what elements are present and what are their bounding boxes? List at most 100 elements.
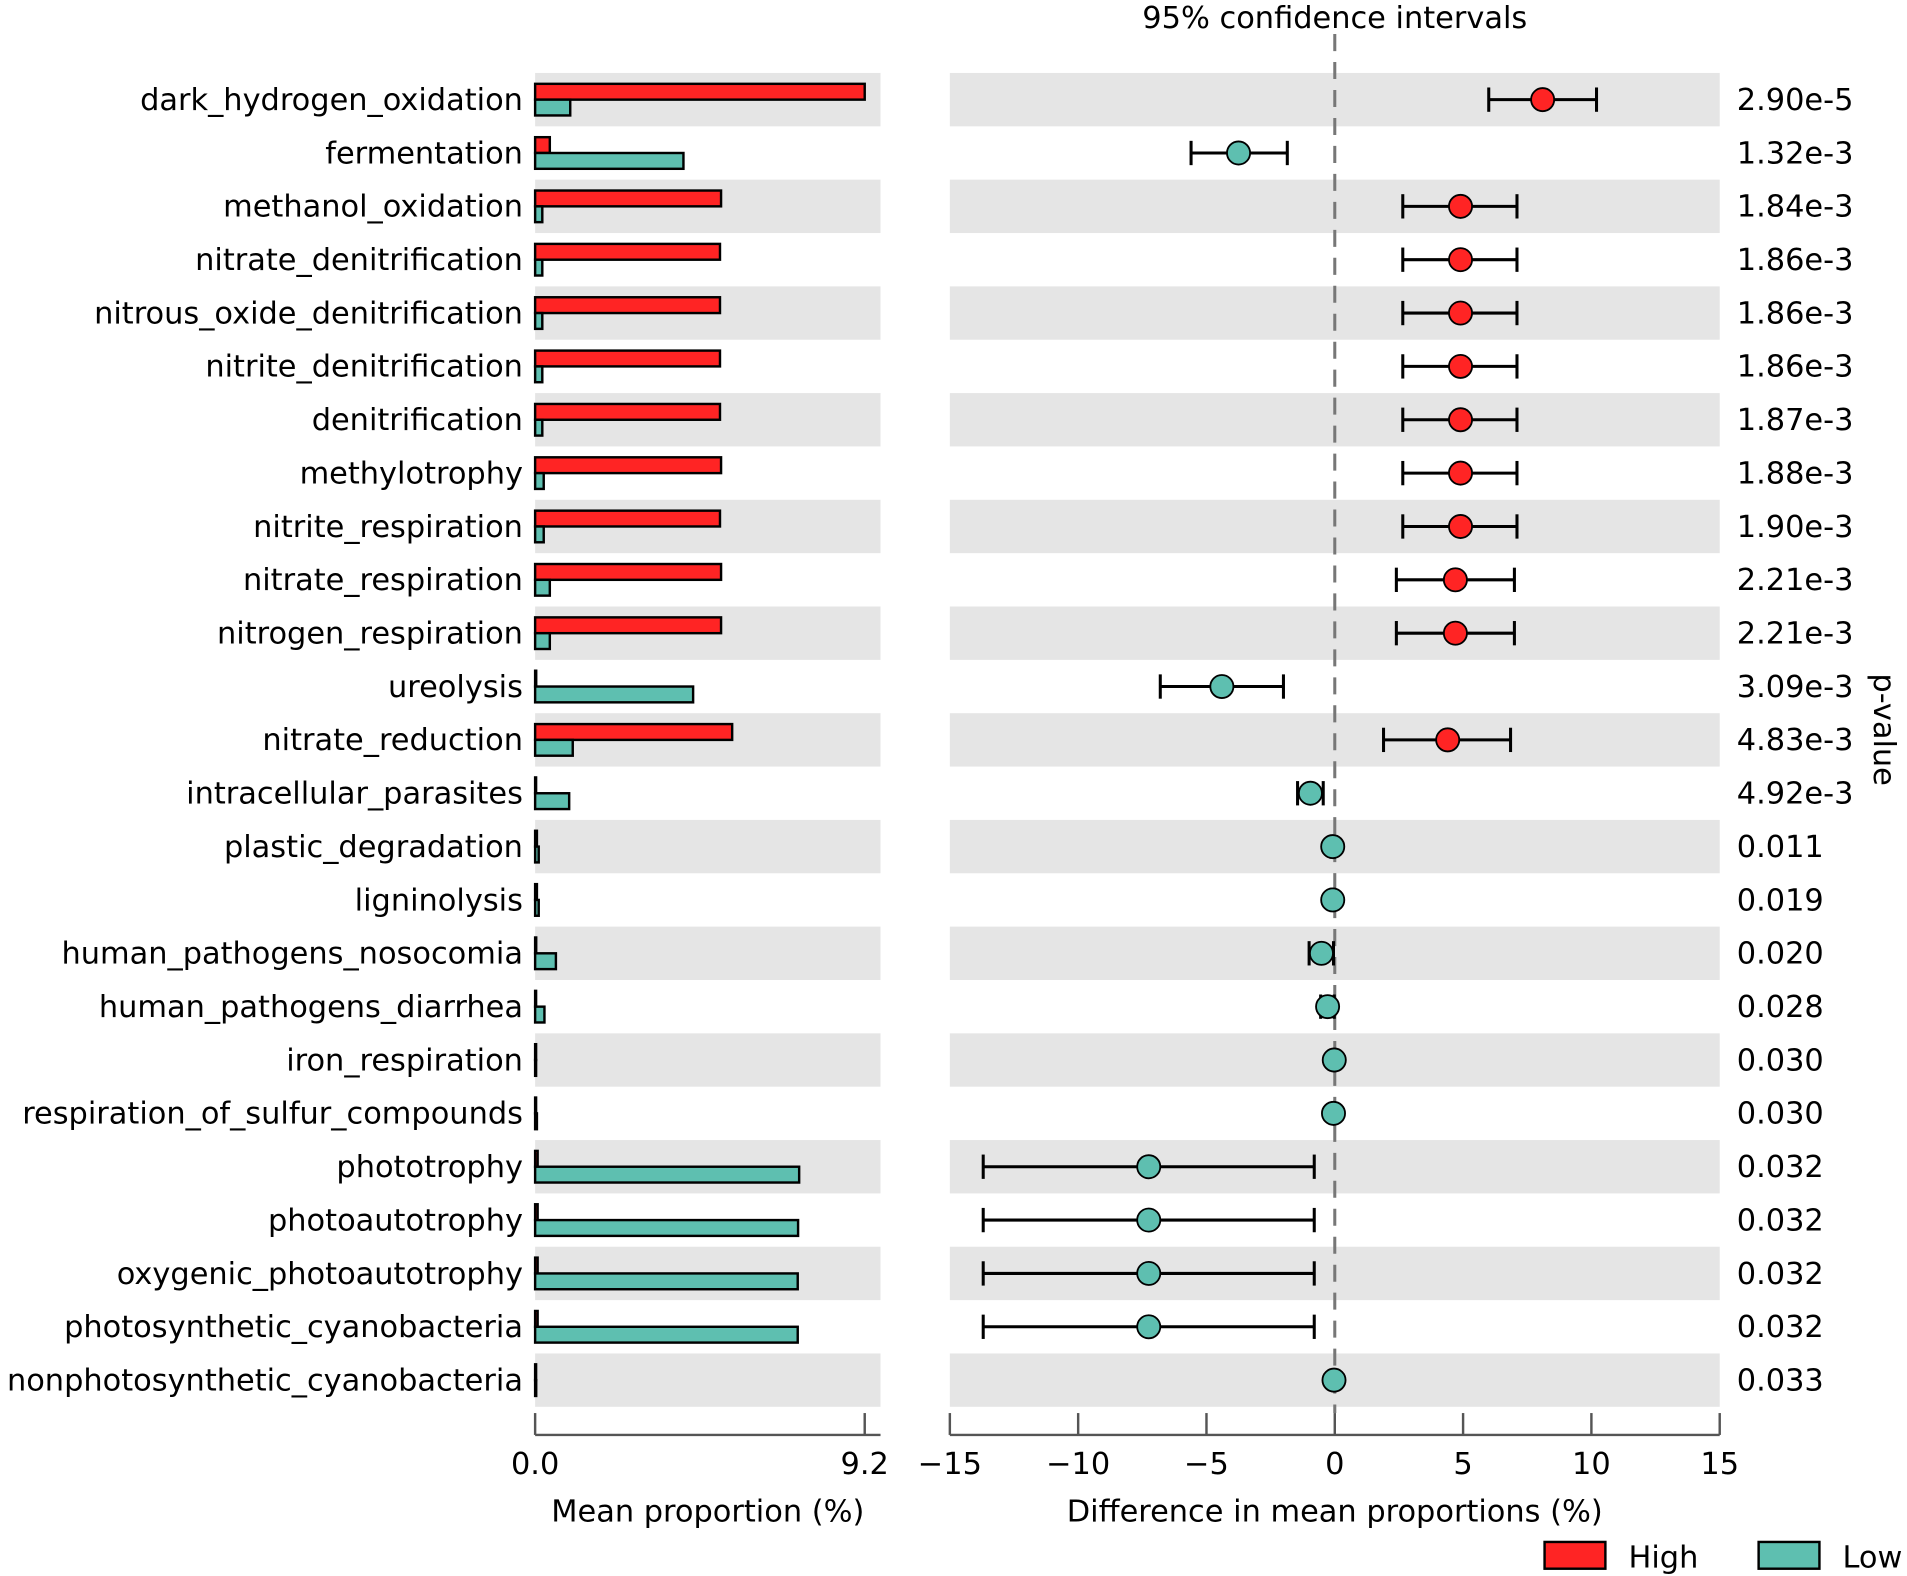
bar-high <box>533 776 538 795</box>
difference-tick-label: 15 <box>1700 1447 1739 1482</box>
difference-tick-label: −5 <box>1184 1447 1229 1482</box>
bar-high <box>533 616 723 635</box>
bar-high <box>533 349 722 368</box>
p-value: 0.020 <box>1737 937 1824 972</box>
mean-proportion-axis-label: Mean proportion (%) <box>551 1494 864 1529</box>
difference-point <box>1448 300 1473 326</box>
difference-point <box>1448 353 1473 379</box>
p-value: 0.032 <box>1737 1150 1824 1185</box>
difference-tick-label: −15 <box>918 1447 982 1482</box>
category-label: denitrification <box>312 403 523 438</box>
bar-low <box>533 1378 538 1398</box>
category-label: phototrophy <box>336 1150 523 1185</box>
difference-point <box>1448 460 1473 486</box>
category-label: nitrite_respiration <box>253 510 523 545</box>
p-value: 0.030 <box>1737 1043 1824 1078</box>
category-label: methylotrophy <box>300 456 523 491</box>
p-value-axis-label: p-value <box>1866 673 1901 785</box>
category-label: iron_respiration <box>286 1043 523 1078</box>
category-label: nitrate_respiration <box>243 563 523 598</box>
legend-swatch-low <box>1757 1540 1821 1570</box>
difference-point <box>1442 567 1468 593</box>
category-label: photosynthetic_cyanobacteria <box>64 1310 523 1345</box>
difference-point <box>1297 780 1323 806</box>
bar-low <box>533 205 544 224</box>
bar-low <box>533 792 571 811</box>
category-label: plastic_degradation <box>224 830 523 865</box>
bar-high <box>533 1149 539 1168</box>
category-labels: dark_hydrogen_oxidation fermentation metha… <box>7 83 523 1398</box>
p-value: 0.033 <box>1737 1363 1824 1398</box>
bar-low <box>533 418 544 437</box>
p-value: 1.87e-3 <box>1737 403 1854 438</box>
bar-low <box>533 525 545 544</box>
difference-point <box>1308 940 1334 966</box>
bar-low <box>533 311 544 331</box>
bar-low <box>533 258 544 277</box>
difference-tick-label: 0 <box>1325 1447 1344 1482</box>
legend-label-low: Low <box>1843 1540 1903 1575</box>
category-label: nitrate_denitrification <box>195 243 523 278</box>
category-label: nitrite_denitrification <box>205 350 523 385</box>
bar-high <box>533 82 866 101</box>
difference-point <box>1530 87 1556 113</box>
bar-low <box>533 1165 801 1184</box>
difference-point <box>1209 674 1235 700</box>
p-value: 4.92e-3 <box>1737 777 1854 812</box>
bar-low <box>533 151 685 171</box>
p-value: 3.09e-3 <box>1737 670 1854 705</box>
difference-point <box>1226 140 1252 166</box>
bar-high <box>533 296 722 315</box>
bar-low <box>533 1005 546 1024</box>
difference-point <box>1321 1047 1347 1073</box>
bar-high <box>533 402 722 421</box>
bar-high <box>533 242 722 261</box>
bar-low <box>533 952 558 971</box>
difference-point <box>1136 1154 1162 1180</box>
legend: High Low <box>1543 1540 1903 1575</box>
mean-proportion-bars <box>533 82 866 1398</box>
bar-low <box>533 738 574 757</box>
category-label: human_pathogens_nosocomia <box>61 937 522 972</box>
mean-proportion-tick-label: 0.0 <box>511 1447 559 1482</box>
category-label: ligninolysis <box>355 883 523 918</box>
difference-point <box>1448 247 1473 273</box>
bar-high <box>533 1042 538 1062</box>
category-label: oxygenic_photoautotrophy <box>117 1257 523 1292</box>
difference-point <box>1315 994 1341 1020</box>
legend-label-high: High <box>1628 1540 1698 1575</box>
p-value: 1.86e-3 <box>1737 296 1854 331</box>
row-band-left <box>535 1033 881 1087</box>
bar-low <box>533 365 544 384</box>
difference-point <box>1136 1314 1162 1340</box>
difference-point <box>1321 1100 1346 1126</box>
bar-high <box>533 669 538 688</box>
difference-tick-label: 5 <box>1453 1447 1472 1482</box>
p-value: 0.030 <box>1737 1097 1824 1132</box>
bar-low <box>533 845 540 864</box>
axes: 0.0 9.2 −15 −10 −5 0 5 10 15 <box>511 1413 1739 1482</box>
row-band-left <box>535 819 881 874</box>
difference-axis-label: Difference in mean proportions (%) <box>1067 1494 1603 1529</box>
bar-high <box>533 936 538 955</box>
bar-high <box>533 989 538 1008</box>
p-value: 1.32e-3 <box>1737 136 1854 171</box>
legend-swatch-high <box>1543 1540 1607 1570</box>
bar-low <box>533 1325 799 1344</box>
category-label: dark_hydrogen_oxidation <box>140 83 523 118</box>
p-value: 0.032 <box>1737 1203 1824 1238</box>
confidence-interval-marks <box>981 87 1599 1393</box>
bar-high <box>533 882 539 902</box>
difference-point <box>1435 727 1461 753</box>
bar-low <box>533 685 695 704</box>
category-label: intracellular_parasites <box>186 777 523 812</box>
p-value: 0.028 <box>1737 990 1824 1025</box>
bar-high <box>533 1256 539 1275</box>
category-label: nitrogen_respiration <box>217 617 523 652</box>
bar-high <box>533 456 723 475</box>
bar-high <box>533 829 539 848</box>
row-band-left <box>535 1353 881 1407</box>
bar-low <box>533 1112 539 1131</box>
ci-panel-title: 95% confidence intervals <box>1142 1 1527 36</box>
